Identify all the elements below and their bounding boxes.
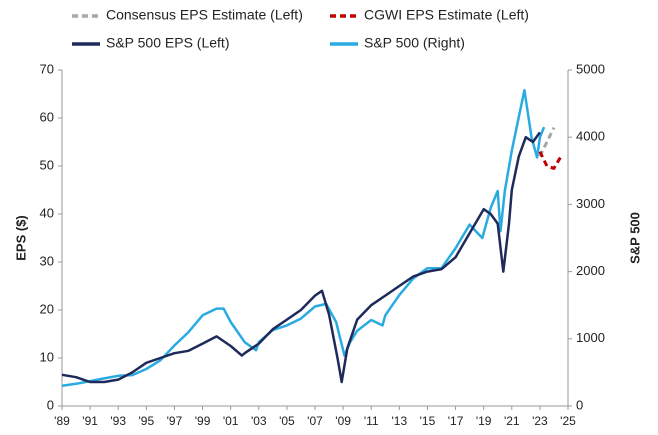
y-tick-label: 30 [40, 253, 54, 268]
y2-tick-label: 1000 [576, 330, 605, 345]
x-tick-label: '03 [251, 414, 267, 428]
x-tick-label: '19 [476, 414, 492, 428]
y2-tick-label: 2000 [576, 263, 605, 278]
x-tick-label: '89 [54, 414, 70, 428]
y2-tick-label: 5000 [576, 61, 605, 76]
series-line [538, 150, 563, 170]
x-tick-label: '23 [532, 414, 548, 428]
x-tick-label: '11 [364, 414, 379, 428]
x-tick-label: '95 [139, 414, 155, 428]
series-line [61, 88, 546, 388]
x-tick-label: '05 [279, 414, 295, 428]
x-tick-label: '17 [448, 414, 464, 428]
y-tick-label: 20 [40, 301, 54, 316]
x-tick-label: '15 [420, 414, 436, 428]
y-axis-label: EPS ($) [13, 215, 28, 261]
legend-label: CGWI EPS Estimate (Left) [364, 7, 529, 23]
x-tick-label: '07 [307, 414, 323, 428]
x-tick-label: '25 [560, 414, 576, 428]
x-tick-label: '91 [82, 414, 98, 428]
x-tick-label: '13 [392, 414, 408, 428]
legend-label: S&P 500 EPS (Left) [106, 35, 229, 51]
y-tick-label: 40 [40, 205, 54, 220]
y-tick-label: 0 [47, 397, 54, 412]
y-tick-label: 10 [40, 349, 54, 364]
legend-label: Consensus EPS Estimate (Left) [106, 7, 303, 23]
y2-tick-label: 4000 [576, 129, 605, 144]
x-tick-label: '93 [110, 414, 126, 428]
series-line [61, 131, 541, 384]
y2-tick-label: 0 [576, 397, 583, 412]
y-tick-label: 70 [40, 61, 54, 76]
series-line [538, 126, 556, 158]
y-tick-label: 50 [40, 157, 54, 172]
x-tick-label: '01 [223, 414, 239, 428]
y2-axis-label: S&P 500 [627, 212, 642, 264]
x-tick-label: '21 [504, 414, 520, 428]
legend-label: S&P 500 (Right) [364, 35, 465, 51]
x-tick-label: '09 [335, 414, 351, 428]
y2-tick-label: 3000 [576, 196, 605, 211]
x-tick-label: '97 [167, 414, 183, 428]
x-tick-label: '99 [195, 414, 211, 428]
y-tick-label: 60 [40, 109, 54, 124]
